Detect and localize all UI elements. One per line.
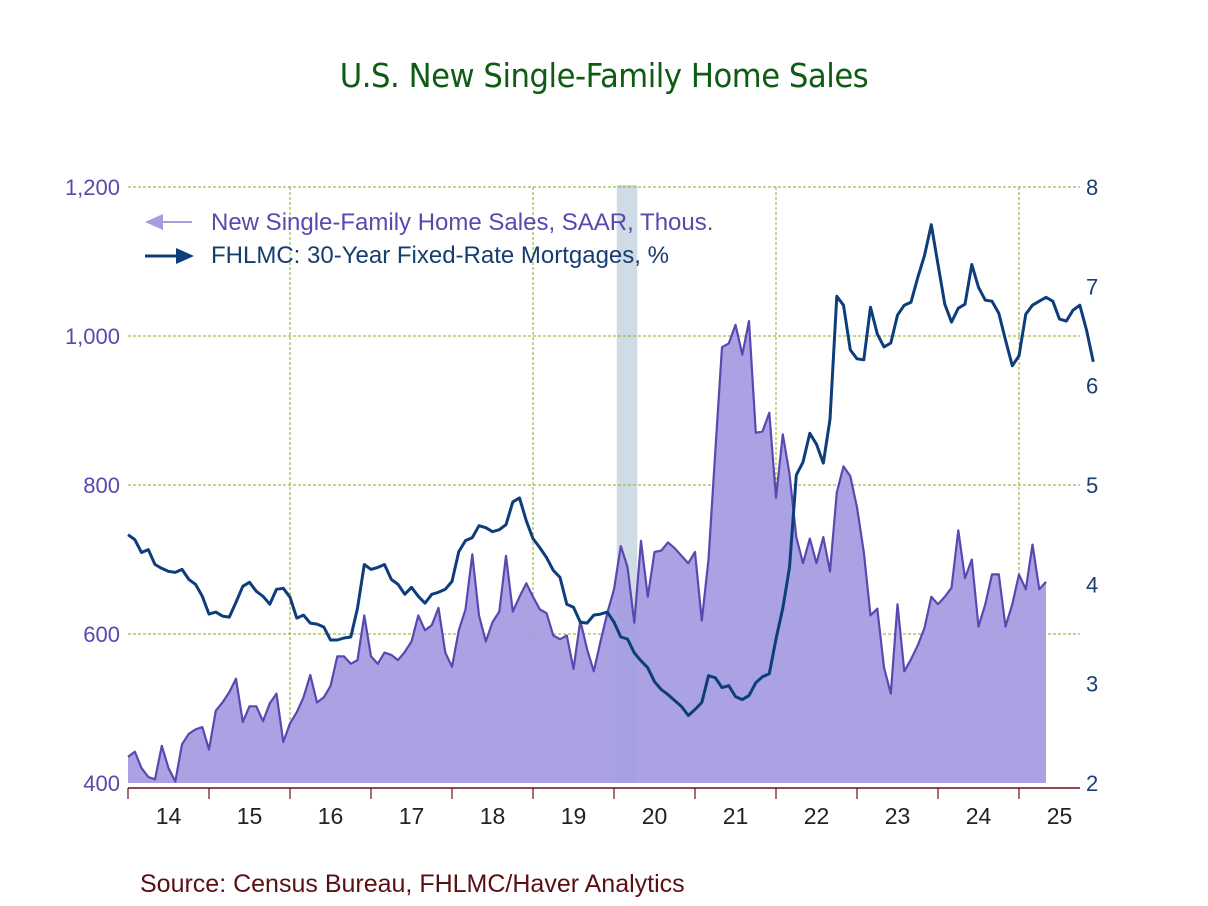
x-tick-label: 15 — [237, 803, 263, 829]
x-tick-label: 16 — [318, 803, 344, 829]
x-tick-label: 23 — [885, 803, 911, 829]
left-tick-label: 800 — [83, 473, 120, 498]
right-tick-label: 6 — [1086, 374, 1098, 399]
right-tick-label: 4 — [1086, 572, 1098, 597]
x-tick-label: 25 — [1047, 803, 1073, 829]
home-sales-area — [128, 321, 1046, 783]
legend-item-mortgage-rate: FHLMC: 30-Year Fixed-Rate Mortgages, % — [145, 242, 669, 269]
legend-label-home-sales: New Single-Family Home Sales, SAAR, Thou… — [211, 209, 713, 236]
right-tick-label: 2 — [1086, 771, 1098, 796]
x-tick-label: 24 — [966, 803, 992, 829]
left-tick-label: 600 — [83, 622, 120, 647]
x-tick-label: 22 — [804, 803, 830, 829]
legend: New Single-Family Home Sales, SAAR, Thou… — [145, 209, 713, 269]
right-tick-label: 5 — [1086, 473, 1098, 498]
home-sales-area-layer — [127, 320, 1047, 783]
x-tick-label: 19 — [561, 803, 587, 829]
left-axis-ticks: 400 600 800 1,000 1,200 — [65, 175, 120, 796]
x-tick-label: 18 — [480, 803, 506, 829]
left-tick-label: 400 — [83, 771, 120, 796]
left-tick-label: 1,000 — [65, 324, 120, 349]
home-sales-line — [127, 320, 1047, 783]
x-tick-label: 17 — [399, 803, 425, 829]
source-note: Source: Census Bureau, FHLMC/Haver Analy… — [140, 870, 685, 898]
right-tick-label: 3 — [1086, 672, 1098, 697]
x-axis-ticks: 14 15 16 17 18 19 20 21 22 23 24 25 — [127, 788, 1073, 829]
right-tick-label: 8 — [1086, 175, 1098, 200]
legend-arrow-left-icon — [145, 214, 163, 230]
x-tick-label: 14 — [156, 803, 182, 829]
x-tick-label: 20 — [642, 803, 668, 829]
right-axis-ticks: 2 3 4 5 6 7 8 — [1086, 175, 1098, 796]
left-tick-label: 1,200 — [65, 175, 120, 200]
right-tick-label: 7 — [1086, 274, 1098, 299]
legend-label-mortgage-rate: FHLMC: 30-Year Fixed-Rate Mortgages, % — [211, 242, 669, 269]
mortgage-rate-line-layer — [127, 223, 1095, 717]
mortgage-rate-line — [127, 223, 1095, 717]
legend-arrow-right-icon — [176, 248, 194, 264]
chart-title: U.S. New Single-Family Home Sales — [339, 56, 869, 95]
legend-item-home-sales: New Single-Family Home Sales, SAAR, Thou… — [145, 209, 713, 236]
x-tick-label: 21 — [723, 803, 749, 829]
